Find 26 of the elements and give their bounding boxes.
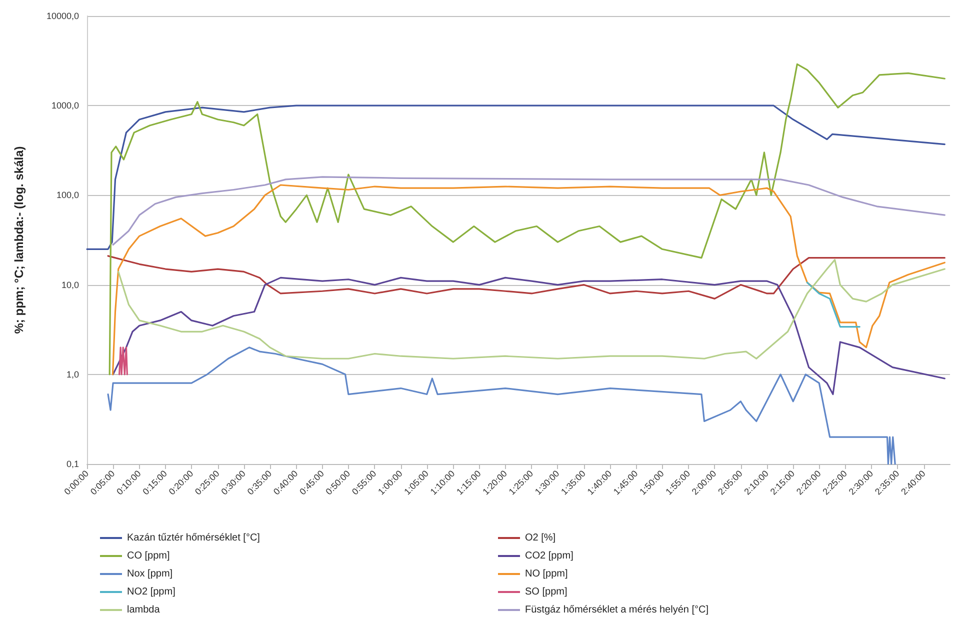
line-series (86, 104, 946, 250)
y-axis-title: %; ppm; °C; lambda:- (log. skála) (12, 146, 26, 334)
legend-label: CO [ppm] (127, 550, 170, 562)
line-series (118, 259, 946, 360)
y-tick-label: 1000,0 (51, 100, 79, 111)
legend-label: lambda (127, 604, 160, 616)
y-tick-label: 0,1 (66, 459, 79, 469)
legend-label: Kazán tűztér hőmérséklet [°C] (127, 532, 260, 544)
line-series (112, 184, 946, 376)
y-tick-label: 100,0 (56, 190, 79, 200)
legend-label: Füstgáz hőmérséklet a mérés helyén [°C] (525, 604, 709, 616)
line-series (107, 255, 946, 300)
line-series (112, 276, 946, 396)
legend-label: Nox [ppm] (127, 568, 173, 580)
y-tick-label: 1,0 (66, 369, 79, 380)
legend-label: SO [ppm] (525, 586, 568, 598)
line-series (806, 282, 860, 328)
legend-label: NO2 [ppm] (127, 586, 176, 598)
line-series (108, 63, 946, 376)
legend-label: O2 [%] (525, 532, 556, 544)
y-tick-label: 10000,0 (46, 11, 79, 21)
line-series (112, 176, 946, 246)
y-tick-label: 10,0 (61, 280, 79, 290)
legend-label: NO [ppm] (525, 568, 568, 580)
legend-label: CO2 [ppm] (525, 550, 574, 562)
line-series (107, 346, 896, 465)
